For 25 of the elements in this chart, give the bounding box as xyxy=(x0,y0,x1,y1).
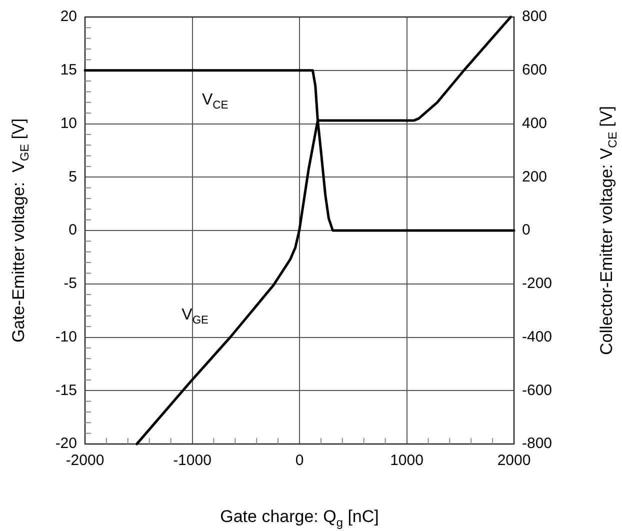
y2-tick-label: -200 xyxy=(522,275,552,292)
x-tick-label: 2000 xyxy=(497,452,531,470)
y2-tick-label: 400 xyxy=(522,114,548,132)
y-tick-label: 10 xyxy=(60,114,77,132)
y2-tick-label: 0 xyxy=(522,222,530,239)
y-tick-label: -5 xyxy=(64,275,77,292)
y-tick-label: 20 xyxy=(60,8,77,26)
y2-tick-label: 600 xyxy=(522,62,548,79)
y2-tick-label: 800 xyxy=(522,8,548,26)
y-tick-label: -15 xyxy=(55,382,77,399)
y2-tick-label: -800 xyxy=(522,435,552,452)
y-tick-label: 15 xyxy=(60,62,77,79)
x-tick-label: -2000 xyxy=(66,452,104,470)
y-axis-title: Gate-Emitter voltage: VGE [V] xyxy=(9,118,32,343)
y2-axis-title: Collector-Emitter voltage: VCE [V] xyxy=(597,106,620,355)
y-tick-label: 0 xyxy=(68,222,77,239)
y-tick-label: -20 xyxy=(55,435,77,452)
y-tick-label: -10 xyxy=(55,328,77,346)
y2-tick-label: -600 xyxy=(522,382,552,399)
x-tick-label: 1000 xyxy=(390,452,424,470)
x-tick-label: 0 xyxy=(295,452,304,470)
y2-tick-label: 200 xyxy=(522,168,548,186)
y2-tick-label: -400 xyxy=(522,328,552,346)
x-tick-label: -1000 xyxy=(173,452,212,470)
y-tick-label: 5 xyxy=(68,168,77,186)
